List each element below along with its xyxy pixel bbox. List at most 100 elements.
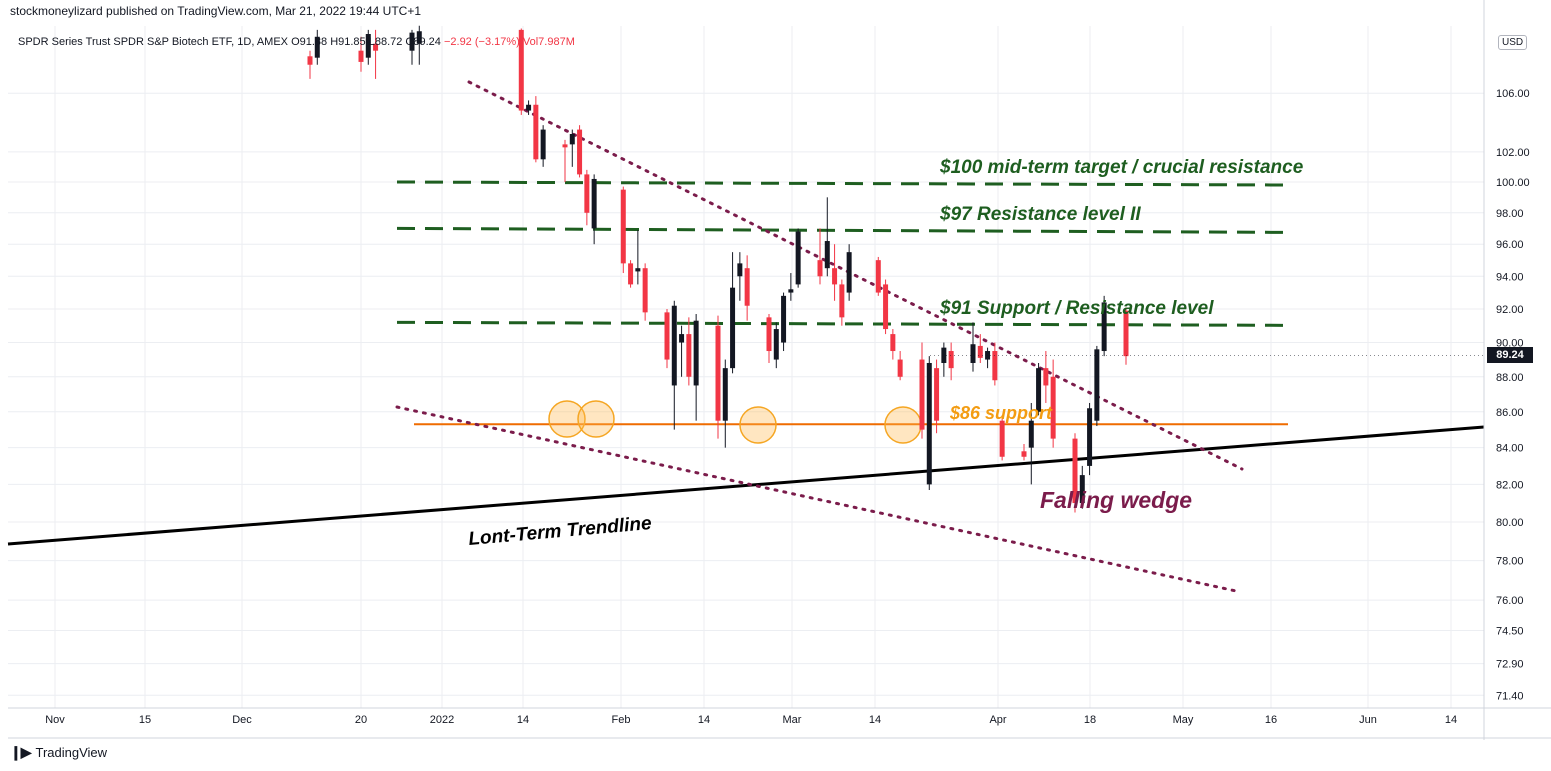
candle-body [890, 334, 896, 352]
y-tick-label: 106.00 [1496, 88, 1530, 100]
candle-down [999, 415, 1005, 461]
candle-down [628, 260, 634, 288]
tradingview-brand[interactable]: ❙▶ TradingView [10, 744, 107, 761]
y-tick-label: 102.00 [1496, 147, 1530, 159]
candle-body [628, 263, 634, 285]
x-tick-label: Apr [989, 714, 1006, 726]
candle-up [941, 342, 947, 377]
candle-body [1036, 368, 1042, 412]
candle-up [679, 325, 685, 377]
wedge-lower-line [395, 405, 1238, 593]
candle-body [642, 268, 648, 313]
y-tick-label: 72.90 [1496, 659, 1524, 671]
candle-up [526, 100, 532, 115]
candle-body [314, 36, 320, 58]
candle-body [686, 334, 692, 377]
candle-up [1087, 402, 1093, 476]
brand-name: TradingView [35, 745, 108, 760]
candle-body [664, 312, 670, 360]
last-price-badge: 89.24 [1487, 347, 1533, 363]
label-91-support: $91 Support / Resistance level [939, 298, 1214, 319]
y-tick-label: 86.00 [1496, 407, 1524, 419]
candle-up [569, 129, 575, 167]
candle-body [526, 104, 532, 111]
candle-down [919, 342, 925, 439]
candle-body [919, 359, 925, 430]
grid-lines [8, 26, 1484, 708]
symbol-name: SPDR Series Trust SPDR S&P Biotech ETF, … [18, 36, 288, 48]
candle-body [1123, 310, 1129, 357]
candle-body [1079, 475, 1085, 504]
candle-body [817, 260, 823, 277]
candle-body [824, 241, 830, 269]
candle-body [1043, 368, 1049, 386]
x-tick-label: 2022 [430, 714, 454, 726]
candle-down [562, 139, 568, 182]
y-tick-label: 88.00 [1496, 372, 1524, 384]
y-tick-label: 92.00 [1496, 304, 1524, 316]
candle-body [737, 263, 743, 277]
candle-down [533, 96, 539, 163]
candle-body [409, 32, 415, 51]
candle-down [664, 309, 670, 369]
candle-body [358, 50, 364, 62]
candle-body [540, 129, 546, 160]
candle-body [948, 351, 954, 369]
candle-body [722, 368, 728, 421]
x-tick-label: May [1173, 714, 1194, 726]
candle-down [890, 329, 896, 360]
tradingview-logo-icon: ❙▶ [10, 744, 31, 760]
candle-down [875, 256, 881, 296]
price-change: −2.92 (−3.17%) [443, 36, 520, 48]
candle-up [1101, 295, 1107, 357]
candle-down [358, 36, 364, 72]
candle-down [817, 228, 823, 285]
candle-down [1123, 307, 1129, 365]
resistance-level-line [396, 320, 1289, 327]
y-tick-label: 96.00 [1496, 239, 1524, 251]
candle-body [730, 287, 736, 369]
candle-body [620, 189, 626, 264]
candle-up [926, 356, 932, 490]
candle-body [671, 305, 677, 386]
candle-body [307, 56, 313, 65]
candle-body [562, 144, 568, 148]
x-tick-label: 15 [139, 714, 151, 726]
candle-down [584, 169, 590, 226]
candle-body [1094, 349, 1100, 421]
candle-down [642, 263, 648, 321]
axes: Nov 15 Dec 20 2022 14 Feb 14 Mar 14 Apr 18 May 16 Jun 1… [8, 0, 1551, 740]
candle-body [977, 345, 983, 358]
candle-body [569, 134, 575, 145]
candle-up [635, 229, 641, 285]
candle-body [846, 252, 852, 293]
candle-body [715, 325, 721, 421]
x-tick-label: 14 [1445, 714, 1457, 726]
publisher-caption: stockmoneylizard published on TradingVie… [10, 4, 422, 18]
x-tick-label: 14 [869, 714, 881, 726]
currency-badge[interactable]: USD [1498, 35, 1528, 50]
candle-down [686, 317, 692, 386]
label-100-resistance: $100 mid-term target / crucial resistanc… [939, 157, 1304, 178]
candle-down [620, 186, 626, 274]
candle-body [832, 268, 838, 285]
candle-body [1087, 408, 1093, 466]
x-tick-label: Jun [1359, 714, 1377, 726]
volume-value: Vol7.987M [522, 36, 575, 48]
candle-down [577, 125, 583, 178]
candle-body [941, 347, 947, 363]
support-touch-circle [739, 406, 777, 444]
candle-body [926, 362, 932, 485]
candle-body [365, 34, 371, 58]
candle-body [1050, 376, 1056, 439]
candle-body [635, 268, 641, 272]
candle-body [781, 295, 787, 343]
candle-body [1101, 302, 1107, 352]
wedge-upper-line [467, 80, 1244, 471]
candle-up [737, 252, 743, 301]
candle-up [365, 29, 371, 65]
candle-body [934, 368, 940, 421]
candle-body [679, 334, 685, 343]
x-tick-label: 16 [1265, 714, 1277, 726]
